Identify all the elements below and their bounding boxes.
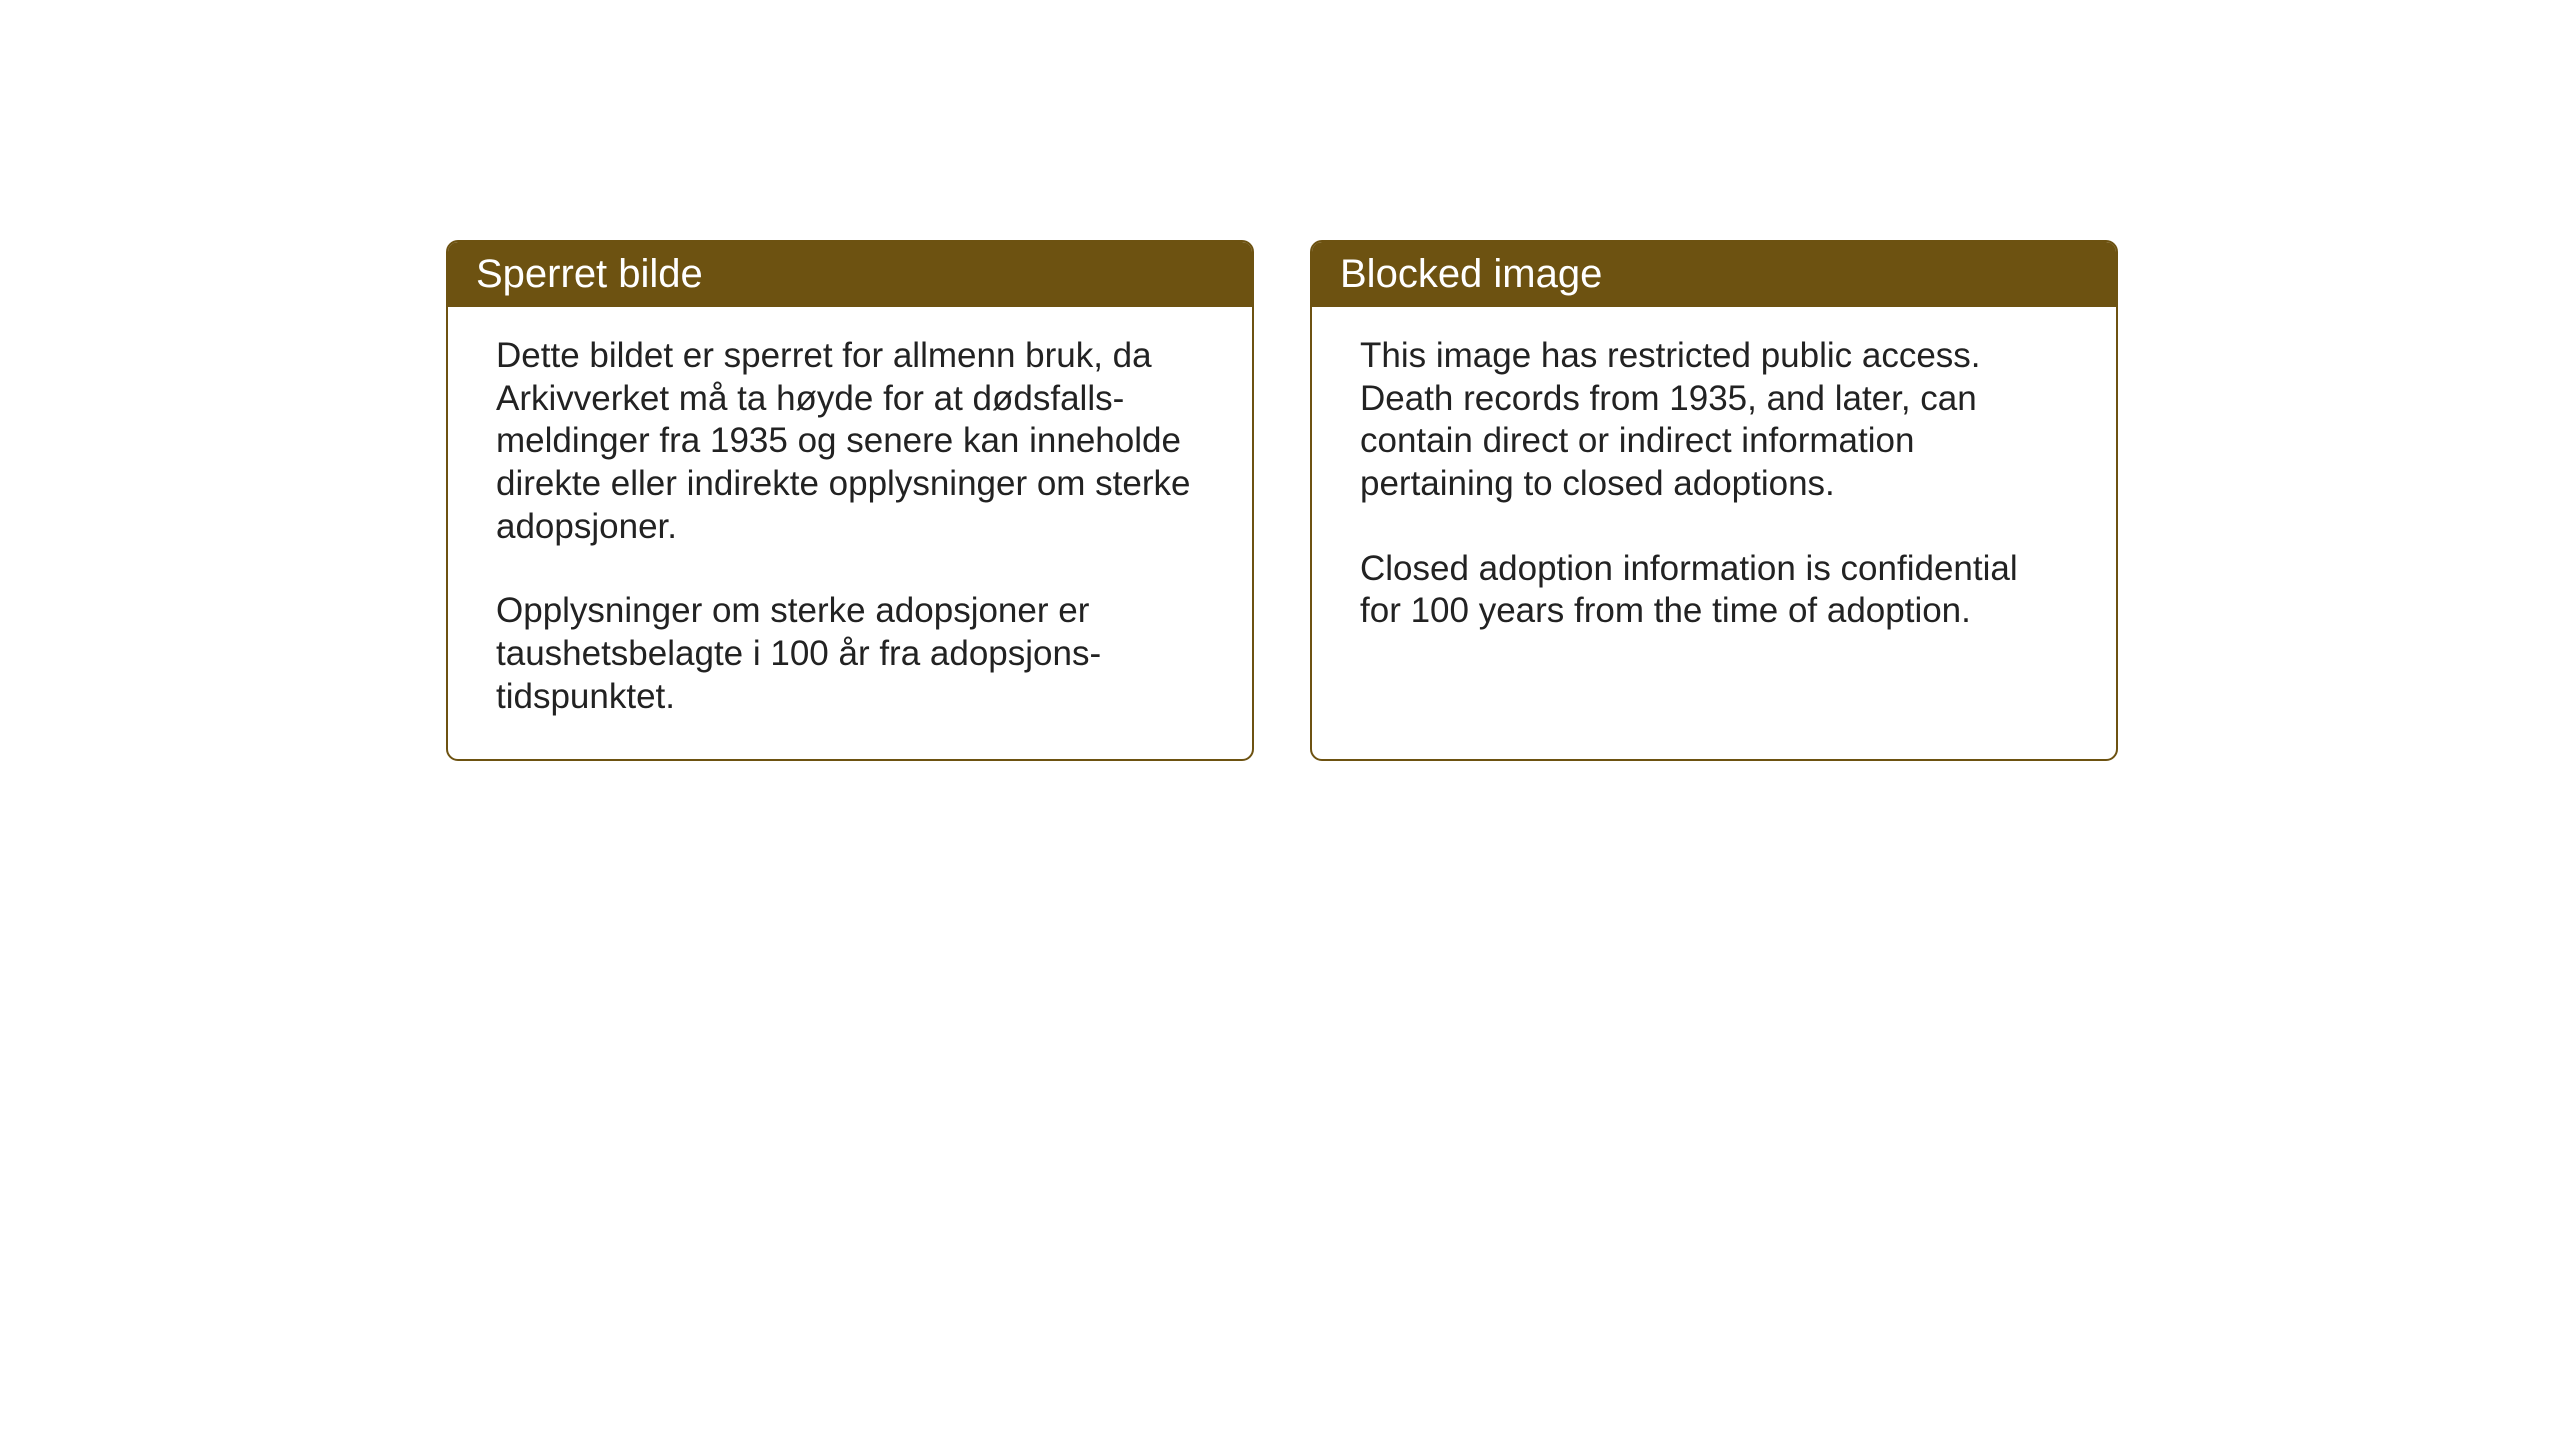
english-notice-card: Blocked image This image has restricted … (1310, 240, 2118, 761)
english-card-title: Blocked image (1312, 242, 2116, 307)
norwegian-card-body: Dette bildet er sperret for allmenn bruk… (448, 307, 1252, 759)
norwegian-paragraph-2: Opplysninger om sterke adopsjoner er tau… (496, 590, 1204, 718)
norwegian-paragraph-1: Dette bildet er sperret for allmenn bruk… (496, 335, 1204, 548)
english-paragraph-2: Closed adoption information is confident… (1360, 548, 2068, 633)
norwegian-notice-card: Sperret bilde Dette bildet er sperret fo… (446, 240, 1254, 761)
cards-container: Sperret bilde Dette bildet er sperret fo… (446, 240, 2118, 761)
english-paragraph-1: This image has restricted public access.… (1360, 335, 2068, 506)
english-card-body: This image has restricted public access.… (1312, 307, 2116, 673)
norwegian-card-title: Sperret bilde (448, 242, 1252, 307)
